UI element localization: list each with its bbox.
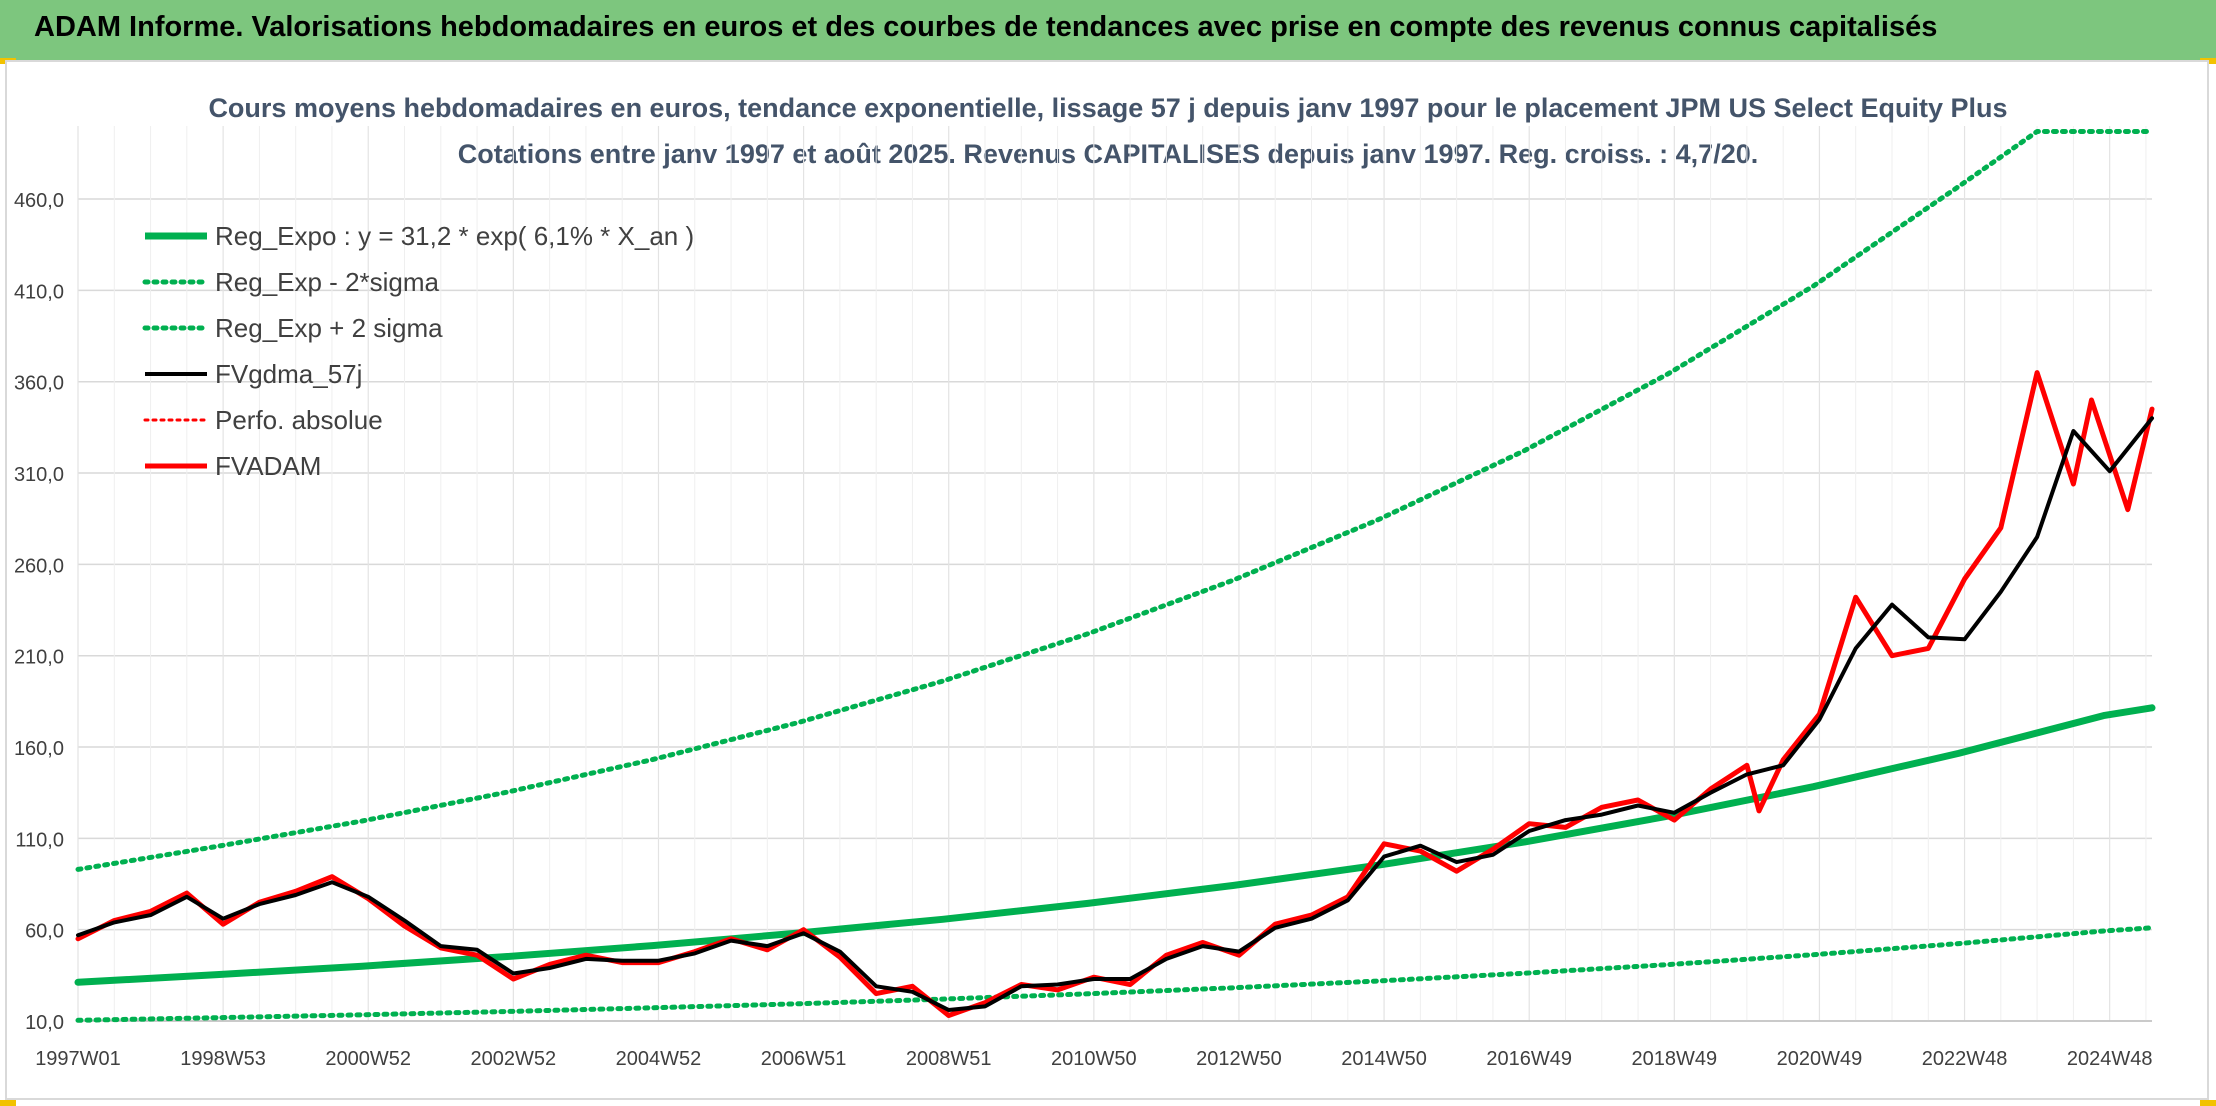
x-tick-label: 2022W48 <box>1922 1048 2008 1070</box>
chart-area <box>5 60 2209 1100</box>
series-line-reg_expo <box>74 704 2156 986</box>
chart-title-line-2: Cotations entre janv 1997 et août 2025. … <box>457 139 1759 169</box>
y-tick-label: 10,0 <box>25 1012 64 1034</box>
x-tick-label: 2012W50 <box>1196 1048 1282 1070</box>
x-tick-label: 1997W01 <box>35 1048 121 1070</box>
x-tick-label: 2002W52 <box>471 1048 557 1070</box>
x-tick-label: 2020W49 <box>1777 1048 1863 1070</box>
y-tick-label: 260,0 <box>14 555 64 577</box>
y-tick-label: 410,0 <box>14 281 64 303</box>
chart-title-line-1: Cours moyens hebdomadaires en euros, ten… <box>208 93 2008 123</box>
x-tick-label: 2018W49 <box>1632 1048 1718 1070</box>
y-tick-label: 310,0 <box>14 464 64 486</box>
x-tick-label: 2016W49 <box>1486 1048 1572 1070</box>
series-line-reg_exp <box>75 129 2155 872</box>
series-line-fvgdma_57j <box>76 416 2154 1012</box>
legend-label: Reg_Exp - 2*sigma <box>215 267 440 297</box>
x-tick-label: 2000W52 <box>325 1048 411 1070</box>
legend-label: FVgdma_57j <box>215 359 362 389</box>
y-tick-label: 110,0 <box>15 829 64 851</box>
x-tick-label: 2010W50 <box>1051 1048 1137 1070</box>
y-tick-label: 460,0 <box>14 190 64 212</box>
series-line-reg_exp <box>75 925 2155 1023</box>
y-tick-label: 210,0 <box>14 647 64 669</box>
x-tick-label: 2008W51 <box>906 1048 992 1070</box>
y-tick-label: 360,0 <box>14 373 64 395</box>
legend-label: Reg_Expo : y = 31,2 * exp( 6,1% * X_an ) <box>215 221 694 251</box>
legend-label: FVADAM <box>215 451 321 481</box>
series-line-fvadam <box>75 370 2155 1018</box>
report-title: ADAM Informe. Valorisations hebdomadaire… <box>34 11 1938 43</box>
x-tick-label: 2004W52 <box>616 1048 702 1070</box>
legend-label: Reg_Exp + 2 sigma <box>215 313 443 343</box>
x-tick-label: 2024W48 <box>2067 1048 2153 1070</box>
corner-marker-bottom-right <box>2200 1100 2216 1106</box>
report-banner: ADAM Informe. Valorisations hebdomadaire… <box>0 0 2216 61</box>
y-tick-label: 160,0 <box>14 738 64 760</box>
y-tick-label: 60,0 <box>25 921 64 943</box>
x-tick-label: 2006W51 <box>761 1048 847 1070</box>
x-tick-label: 1998W53 <box>180 1048 266 1070</box>
legend-label: Perfo. absolue <box>215 405 383 435</box>
x-tick-label: 2014W50 <box>1341 1048 1427 1070</box>
corner-marker-bottom-left <box>0 1100 16 1106</box>
